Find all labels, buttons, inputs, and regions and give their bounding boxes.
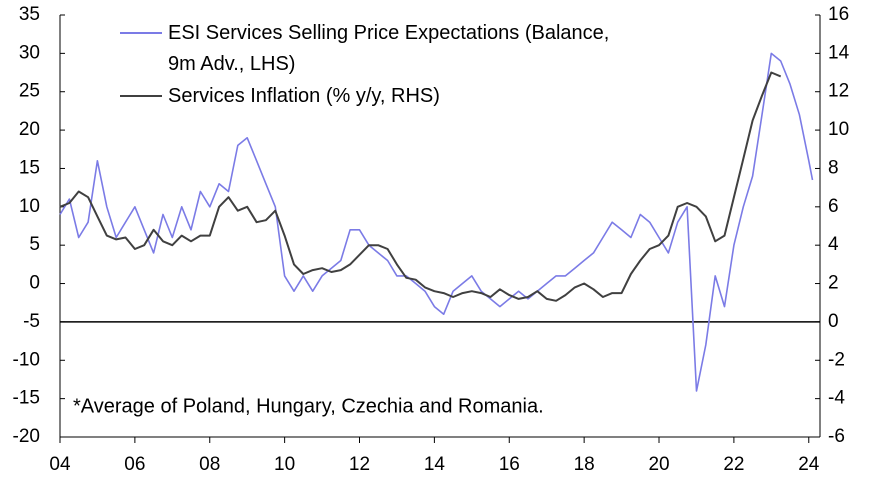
y2-tick-label: 0 bbox=[828, 311, 839, 332]
y-tick-label: 0 bbox=[29, 273, 40, 294]
y-tick-label: 10 bbox=[19, 196, 40, 217]
x-tick-label: 12 bbox=[349, 454, 370, 475]
y-tick-label: -20 bbox=[13, 426, 40, 447]
y2-tick-label: 2 bbox=[828, 273, 839, 294]
x-tick-label: 14 bbox=[424, 454, 446, 475]
y-tick-label: 20 bbox=[19, 119, 40, 140]
y2-tick-label: -6 bbox=[828, 426, 845, 447]
y-tick-label: -10 bbox=[13, 349, 40, 370]
x-tick-label: 18 bbox=[574, 454, 595, 475]
series-line bbox=[59, 71, 782, 302]
y2-tick-label: 4 bbox=[828, 234, 839, 255]
x-tick-label: 08 bbox=[199, 454, 220, 475]
y-tick-label: 15 bbox=[19, 157, 40, 178]
y-tick-label: 25 bbox=[19, 81, 40, 102]
x-tick-label: 06 bbox=[124, 454, 145, 475]
y2-tick-label: 10 bbox=[828, 119, 849, 140]
y2-tick-label: 12 bbox=[828, 81, 849, 102]
y-tick-label: 5 bbox=[29, 234, 40, 255]
x-tick-label: 20 bbox=[648, 454, 669, 475]
x-tick-label: 04 bbox=[49, 454, 71, 475]
y-tick-label: 30 bbox=[19, 42, 40, 63]
y2-tick-label: -2 bbox=[828, 349, 845, 370]
y-tick-label: 35 bbox=[19, 4, 40, 25]
x-tick-label: 10 bbox=[274, 454, 295, 475]
legend-label: Services Inflation (% y/y, RHS) bbox=[168, 85, 440, 107]
y2-tick-label: 8 bbox=[828, 157, 839, 178]
y2-tick-label: -4 bbox=[828, 388, 845, 409]
y2-tick-label: 6 bbox=[828, 196, 839, 217]
legend-label: ESI Services Selling Price Expectations … bbox=[168, 22, 610, 75]
x-tick-label: 16 bbox=[499, 454, 520, 475]
x-tick-label: 22 bbox=[723, 454, 744, 475]
annotation: *Average of Poland, Hungary, Czechia and… bbox=[73, 395, 544, 417]
series-line bbox=[59, 52, 814, 392]
y2-tick-label: 16 bbox=[828, 4, 849, 25]
y-tick-label: -15 bbox=[13, 388, 40, 409]
y-tick-label: -5 bbox=[23, 311, 40, 332]
x-tick-label: 24 bbox=[798, 454, 820, 475]
y2-tick-label: 14 bbox=[828, 42, 850, 63]
